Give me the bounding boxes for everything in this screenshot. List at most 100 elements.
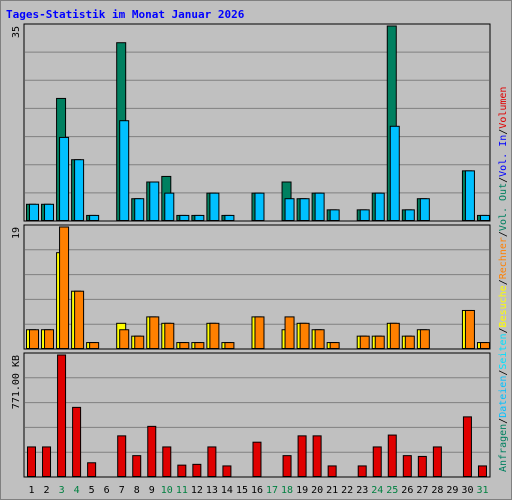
y-max-label-volume: 771.00 KB xyxy=(11,355,22,409)
bar-hits-dateien-day-7 xyxy=(119,120,130,221)
bar-hits-dateien-day-24 xyxy=(374,192,385,221)
bar-volume-volumen-day-14 xyxy=(222,465,232,477)
x-tick-label-day-3: 3 xyxy=(59,485,65,496)
x-tick-label-day-2: 2 xyxy=(44,485,50,496)
bar-hits-dateien-day-5 xyxy=(89,214,100,222)
legend-entry-4: Seiten xyxy=(498,333,509,369)
legend-entry-2: Dateien xyxy=(498,376,509,418)
bar-visits-rechner-day-25 xyxy=(389,322,400,350)
x-tick-label-day-4: 4 xyxy=(74,485,80,496)
bar-hits-dateien-day-25 xyxy=(389,125,400,221)
bar-marks xyxy=(26,25,490,478)
bar-volume-volumen-day-3 xyxy=(57,354,67,477)
bar-volume-volumen-day-31 xyxy=(477,465,487,477)
bar-volume-volumen-day-27 xyxy=(417,455,427,478)
bar-volume-volumen-day-5 xyxy=(87,462,97,478)
legend-entry-1: / xyxy=(498,418,509,424)
bar-hits-dateien-day-10 xyxy=(164,192,175,221)
bar-visits-rechner-day-9 xyxy=(149,316,160,350)
legend-entry-10: Vol. Out xyxy=(498,183,509,231)
legend-entry-6: Besuche xyxy=(498,285,509,327)
bar-volume-volumen-day-9 xyxy=(147,425,157,478)
bar-visits-rechner-day-20 xyxy=(314,329,325,350)
bar-visits-rechner-day-1 xyxy=(29,329,39,350)
bar-hits-dateien-day-12 xyxy=(194,214,205,222)
bar-volume-volumen-day-8 xyxy=(132,455,142,477)
bar-hits-dateien-day-3 xyxy=(59,136,70,221)
bar-hits-dateien-day-13 xyxy=(209,192,220,221)
bar-hits-dateien-day-21 xyxy=(329,209,340,222)
bar-volume-volumen-day-19 xyxy=(297,435,307,477)
bar-visits-rechner-day-11 xyxy=(179,342,190,350)
legend-entry-5: / xyxy=(498,327,509,333)
legend-entry-8: Rechner xyxy=(498,237,509,279)
legend-entry-12: Vol. In xyxy=(498,135,509,177)
x-tick-label-day-22: 22 xyxy=(341,485,353,496)
y-max-label-hits: 35 xyxy=(11,26,22,38)
bar-hits-dateien-day-18 xyxy=(284,198,295,221)
x-tick-label-day-8: 8 xyxy=(134,485,140,496)
bar-volume-volumen-day-21 xyxy=(327,465,337,477)
bar-visits-rechner-day-19 xyxy=(299,322,310,350)
legend-entry-14: Volumen xyxy=(498,87,509,129)
bar-hits-dateien-day-30 xyxy=(464,170,475,222)
x-tick-label-day-21: 21 xyxy=(326,485,338,496)
chart-title: Tages-Statistik im Monat Januar 2026 xyxy=(6,8,245,21)
bar-hits-dateien-day-11 xyxy=(179,214,190,222)
x-tick-labels: 1 2 3 4 5 6 7 8 9 10 11 12 13 14 15 16 17 18 19 20 21 22 23 24 2… xyxy=(29,485,489,496)
bar-visits-rechner-day-23 xyxy=(359,335,370,350)
gridlines xyxy=(25,51,489,453)
bar-visits-rechner-day-12 xyxy=(194,342,205,350)
x-tick-label-day-25: 25 xyxy=(386,485,398,496)
bar-volume-volumen-day-24 xyxy=(372,446,382,477)
x-tick-label-day-27: 27 xyxy=(416,485,428,496)
bar-visits-rechner-day-26 xyxy=(404,335,415,350)
x-tick-label-day-31: 31 xyxy=(476,485,488,496)
x-tick-label-day-13: 13 xyxy=(206,485,218,496)
bar-visits-rechner-day-16 xyxy=(254,316,265,350)
x-tick-label-day-20: 20 xyxy=(311,485,323,496)
bar-hits-dateien-day-27 xyxy=(419,198,430,221)
bar-hits-dateien-day-26 xyxy=(404,209,415,222)
bar-volume-volumen-day-25 xyxy=(387,434,397,477)
x-tick-label-day-19: 19 xyxy=(296,485,308,496)
legend-entry-3: / xyxy=(498,370,509,376)
bar-hits-dateien-day-8 xyxy=(134,198,145,221)
y-max-label-visits: 19 xyxy=(11,227,22,239)
x-tick-label-day-1: 1 xyxy=(29,485,35,496)
bar-visits-rechner-day-4 xyxy=(74,290,85,350)
bar-visits-rechner-day-3 xyxy=(59,226,70,349)
bar-volume-volumen-day-4 xyxy=(72,406,82,477)
bar-visits-rechner-day-10 xyxy=(164,322,175,350)
bar-visits-rechner-day-5 xyxy=(89,342,100,350)
y-axis-max-labels: 35 19 771.00 KB xyxy=(11,26,22,409)
bar-hits-dateien-day-16 xyxy=(254,192,265,221)
legend-entry-9: / xyxy=(498,231,509,237)
x-tick-label-day-7: 7 xyxy=(119,485,125,496)
bar-visits-rechner-day-18 xyxy=(284,316,295,350)
bar-visits-rechner-day-30 xyxy=(464,309,475,350)
bar-volume-volumen-day-7 xyxy=(117,435,127,477)
bar-volume-volumen-day-12 xyxy=(192,463,202,478)
x-tick-label-day-12: 12 xyxy=(191,485,203,496)
x-tick-label-day-16: 16 xyxy=(251,485,263,496)
x-tick-label-day-5: 5 xyxy=(89,485,95,496)
bar-volume-volumen-day-28 xyxy=(432,446,442,477)
bar-volume-volumen-day-26 xyxy=(402,455,412,477)
bar-volume-volumen-day-18 xyxy=(282,455,292,477)
x-tick-label-day-15: 15 xyxy=(236,485,248,496)
legend-entry-7: / xyxy=(498,279,509,285)
bar-volume-volumen-day-11 xyxy=(177,464,187,477)
x-tick-label-day-28: 28 xyxy=(431,485,443,496)
bar-hits-dateien-day-31 xyxy=(479,214,490,222)
bar-hits-dateien-day-2 xyxy=(44,203,55,222)
x-tick-label-day-6: 6 xyxy=(104,485,110,496)
x-tick-label-day-29: 29 xyxy=(446,485,458,496)
bar-volume-volumen-day-13 xyxy=(207,446,217,477)
legend-entry-11: / xyxy=(498,177,509,183)
legend-entry-13: / xyxy=(498,129,509,135)
bar-volume-volumen-day-10 xyxy=(162,446,172,477)
